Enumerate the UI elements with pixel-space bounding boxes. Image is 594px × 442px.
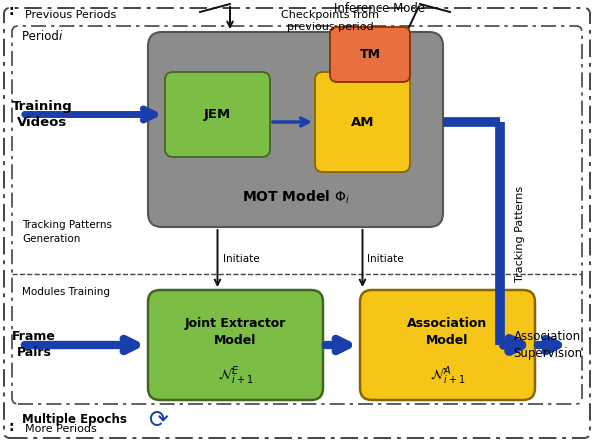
Text: ⟳: ⟳ (148, 408, 168, 432)
Text: Modules Training: Modules Training (22, 287, 110, 297)
Text: JEM: JEM (204, 108, 231, 121)
Text: Inference Mode: Inference Mode (334, 3, 425, 15)
Text: Frame
Pairs: Frame Pairs (12, 331, 56, 359)
Text: :: : (8, 4, 14, 18)
FancyBboxPatch shape (165, 72, 270, 157)
Text: Initiate: Initiate (368, 254, 404, 263)
FancyBboxPatch shape (315, 72, 410, 172)
FancyBboxPatch shape (330, 27, 410, 82)
Text: $\mathcal{N}_{i+1}^{A}$: $\mathcal{N}_{i+1}^{A}$ (430, 365, 465, 387)
Text: Tracking Patterns: Tracking Patterns (515, 186, 525, 282)
Text: TM: TM (359, 48, 381, 61)
Text: Period: Period (22, 30, 62, 42)
Text: AM: AM (350, 115, 374, 129)
Text: $\mathcal{N}_{i+1}^{E}$: $\mathcal{N}_{i+1}^{E}$ (218, 365, 253, 387)
Text: Multiple Epochs: Multiple Epochs (22, 414, 127, 427)
Text: More Periods: More Periods (25, 424, 97, 434)
Text: Association
Supervision: Association Supervision (513, 331, 582, 359)
FancyBboxPatch shape (360, 290, 535, 400)
Text: $i$: $i$ (58, 29, 63, 43)
Text: Joint Extractor
Model: Joint Extractor Model (185, 317, 286, 347)
Text: :: : (8, 420, 14, 434)
FancyBboxPatch shape (148, 290, 323, 400)
Text: Checkpoints from
previous period: Checkpoints from previous period (281, 10, 379, 31)
Text: Initiate: Initiate (223, 254, 259, 263)
Text: Association
Model: Association Model (407, 317, 488, 347)
Text: MOT Model $\Phi_i$: MOT Model $\Phi_i$ (242, 188, 349, 206)
FancyBboxPatch shape (148, 32, 443, 227)
Text: Tracking Patterns
Generation: Tracking Patterns Generation (22, 221, 112, 244)
Text: Training
Videos: Training Videos (12, 100, 72, 129)
Text: Previous Periods: Previous Periods (25, 10, 116, 20)
